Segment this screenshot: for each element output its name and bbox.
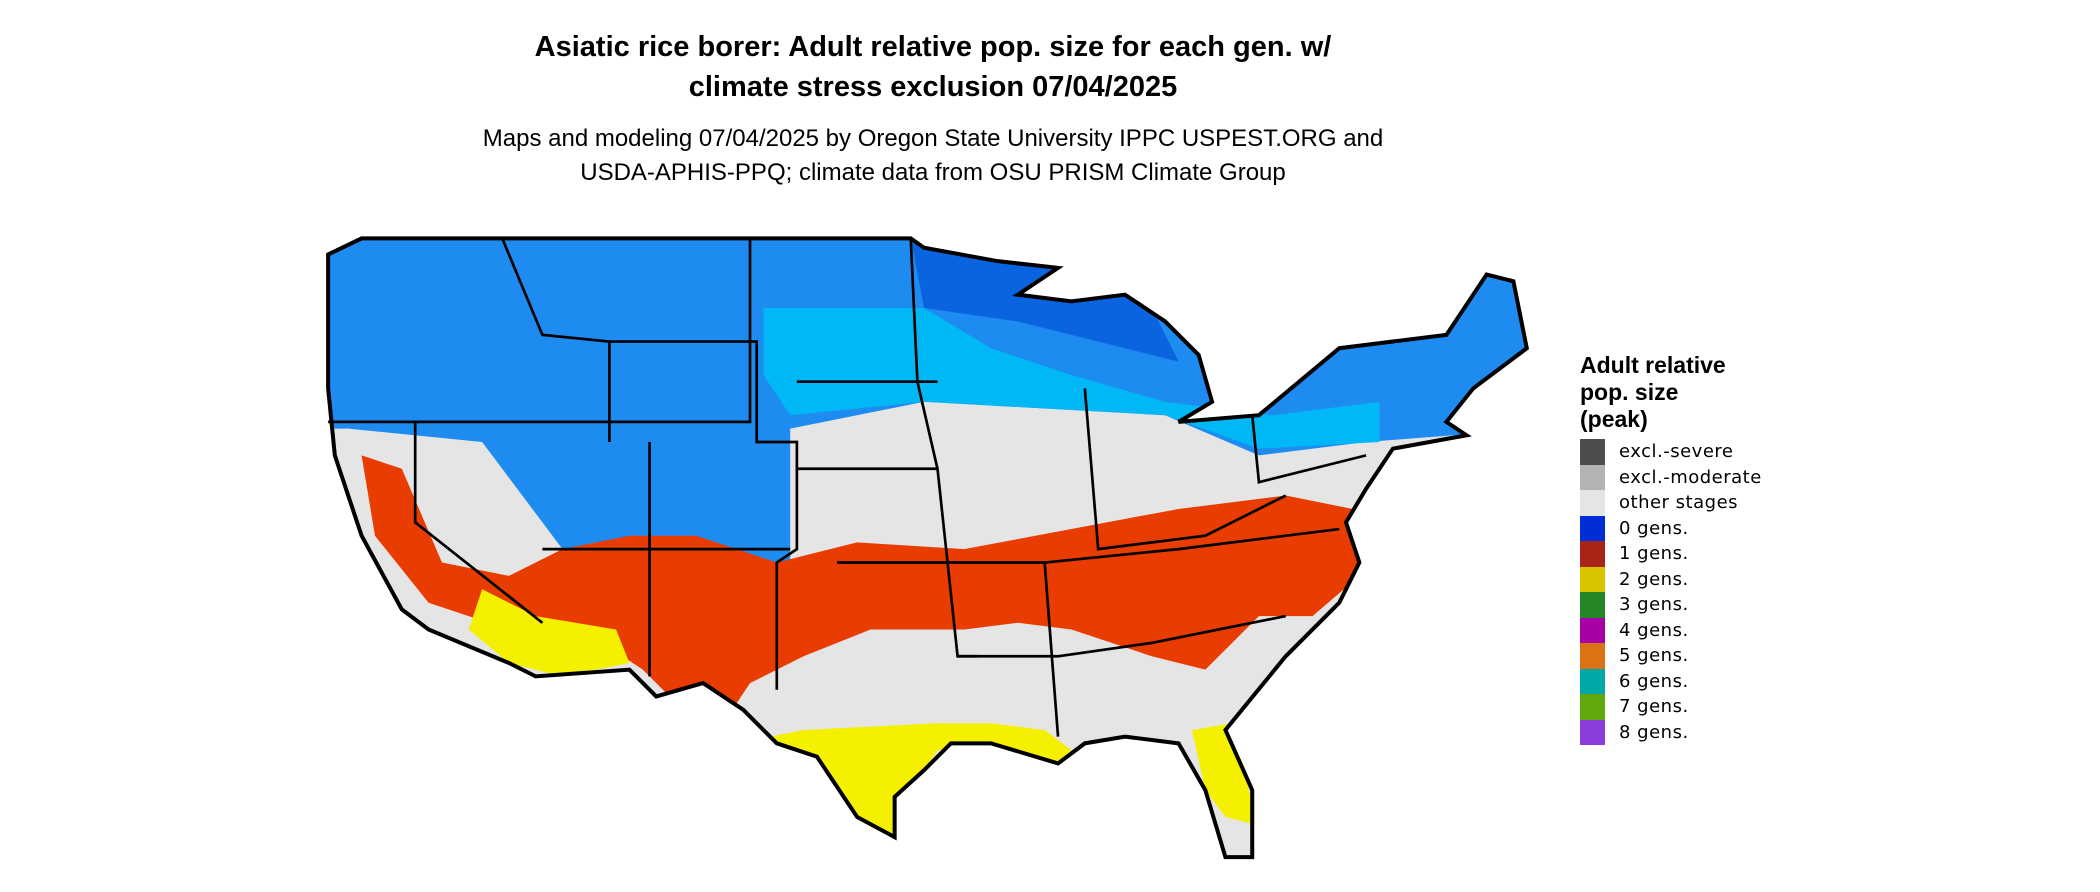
legend-label: 3 gens. xyxy=(1619,594,1689,616)
legend-swatch xyxy=(1580,694,1605,720)
legend-swatch xyxy=(1580,490,1605,516)
legend-swatch xyxy=(1580,592,1605,618)
legend-item: excl.-moderate xyxy=(1580,464,1762,490)
legend-swatch xyxy=(1580,719,1605,745)
legend-label: excl.-moderate xyxy=(1619,466,1762,488)
legend-swatch xyxy=(1580,515,1605,541)
state-borders xyxy=(328,237,1367,737)
region-red-band xyxy=(361,455,1360,724)
legend-title-line: Adult relative xyxy=(1580,352,1726,378)
legend-label: other stages xyxy=(1619,492,1739,514)
legend-label: 2 gens. xyxy=(1619,568,1689,590)
map-subtitle: Maps and modeling 07/04/2025 by Oregon S… xyxy=(0,122,1866,190)
legend-label: 1 gens. xyxy=(1619,543,1689,565)
legend-swatch xyxy=(1580,566,1605,592)
legend-item: 3 gens. xyxy=(1580,592,1762,618)
legend-title-line: (peak) xyxy=(1580,406,1648,432)
legend-label: 0 gens. xyxy=(1619,517,1689,539)
legend-item: 4 gens. xyxy=(1580,617,1762,643)
legend-title: Adult relative pop. size (peak) xyxy=(1580,352,1762,433)
legend-label: 6 gens. xyxy=(1619,670,1689,692)
legend-item: 6 gens. xyxy=(1580,668,1762,694)
title-line-2: climate stress exclusion 07/04/2025 xyxy=(688,71,1178,103)
legend-swatch xyxy=(1580,643,1605,669)
region-yellow-arizona xyxy=(468,589,630,677)
legend-label: 8 gens. xyxy=(1619,721,1689,743)
legend-item: 7 gens. xyxy=(1580,694,1762,720)
legend-swatch xyxy=(1580,541,1605,567)
legend-title-line: pop. size xyxy=(1580,379,1679,405)
region-yellow-south xyxy=(736,723,1072,838)
legend-item: 5 gens. xyxy=(1580,643,1762,669)
legend-swatch xyxy=(1580,668,1605,694)
legend-label: 7 gens. xyxy=(1619,696,1689,718)
subtitle-line-1: Maps and modeling 07/04/2025 by Oregon S… xyxy=(482,125,1384,152)
legend-swatch xyxy=(1580,439,1605,465)
legend-swatch xyxy=(1580,617,1605,643)
legend-item: 8 gens. xyxy=(1580,719,1762,745)
legend: Adult relative pop. size (peak) excl.-se… xyxy=(1580,352,1762,745)
legend-item: 1 gens. xyxy=(1580,541,1762,567)
legend-swatch xyxy=(1580,464,1605,490)
legend-items: excl.-severe excl.-moderate other stages 0 … xyxy=(1580,439,1762,745)
legend-label: excl.-severe xyxy=(1619,441,1734,463)
legend-label: 4 gens. xyxy=(1619,619,1689,641)
legend-item: other stages xyxy=(1580,490,1762,516)
title-line-1: Asiatic rice borer: Adult relative pop. … xyxy=(534,31,1332,63)
legend-item: 0 gens. xyxy=(1580,515,1762,541)
legend-label: 5 gens. xyxy=(1619,645,1689,667)
map-title: Asiatic rice borer: Adult relative pop. … xyxy=(0,27,1866,107)
legend-item: 2 gens. xyxy=(1580,566,1762,592)
subtitle-line-2: USDA-APHIS-PPQ; climate data from OSU PR… xyxy=(580,159,1286,186)
legend-item: excl.-severe xyxy=(1580,439,1762,465)
